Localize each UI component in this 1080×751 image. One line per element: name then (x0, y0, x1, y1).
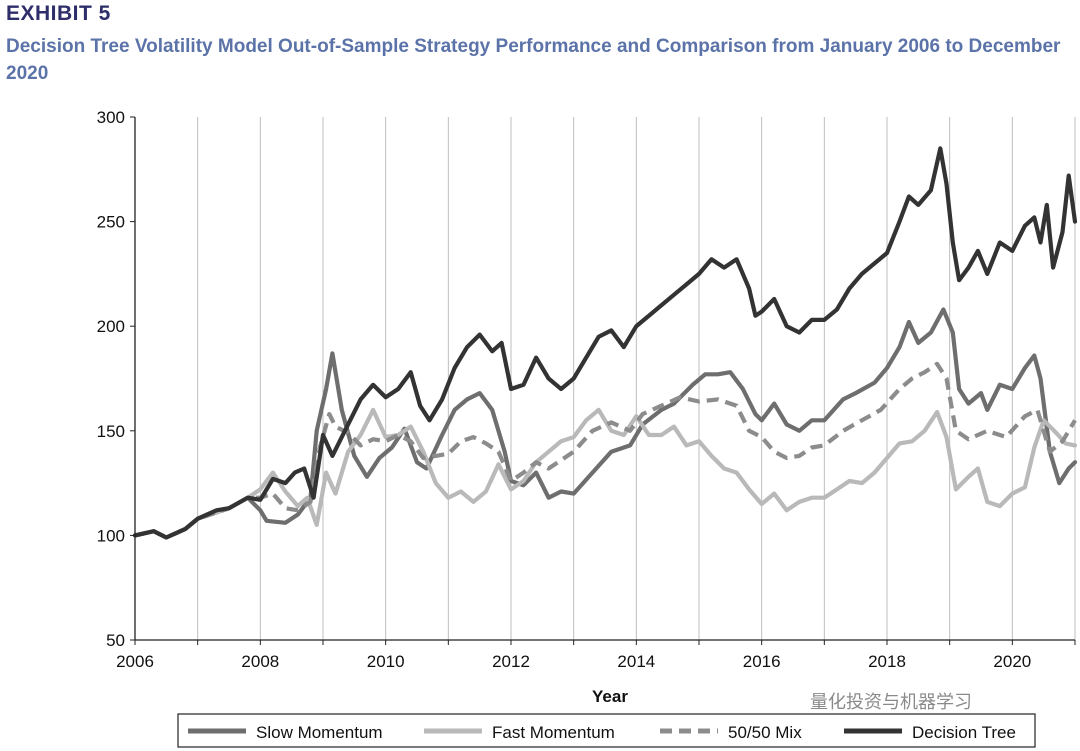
y-tick-label-50: 50 (106, 631, 125, 650)
y-tick-label-300: 300 (97, 108, 125, 127)
chart-title: Decision Tree Volatility Model Out-of-Sa… (6, 36, 1061, 84)
axes (130, 116, 1076, 645)
x-tick-label-2006: 2006 (116, 652, 154, 671)
legend-label-fast-momentum: Fast Momentum (492, 723, 615, 742)
y-tick-label-250: 250 (97, 213, 125, 232)
series-line-fast-momentum (132, 407, 1078, 540)
x-tick-label-2012: 2012 (492, 652, 530, 671)
legend-label-50-50-mix: 50/50 Mix (728, 723, 802, 742)
tick-labels: 50 100 150 200 250 300 2006 2008 2010 2012 2014 201… (97, 108, 1032, 671)
x-axis-label: Year (592, 687, 628, 706)
x-tick-label-2020: 2020 (993, 652, 1031, 671)
legend: Slow Momentum Fast Momentum 50/50 Mix Decis… (177, 713, 1036, 748)
x-tick-label-2008: 2008 (241, 652, 279, 671)
watermark-text: 量化投资与机器学习 (810, 692, 972, 713)
x-tick-label-2018: 2018 (868, 652, 906, 671)
y-tick-label-100: 100 (97, 526, 125, 545)
x-tick-label-2010: 2010 (367, 652, 405, 671)
y-tick-label-150: 150 (97, 422, 125, 441)
series-line-decision-tree (132, 146, 1078, 540)
y-tick-label-200: 200 (97, 317, 125, 336)
series-line-slow-momentum (132, 307, 1078, 540)
plot-lines (132, 146, 1078, 540)
x-tick-label-2014: 2014 (617, 652, 655, 671)
exhibit-label: EXHIBIT 5 (6, 2, 111, 25)
legend-label-slow-momentum: Slow Momentum (256, 723, 383, 742)
series-line-50-50-mix (134, 361, 1077, 540)
x-tick-label-2016: 2016 (743, 652, 781, 671)
legend-label-decision-tree: Decision Tree (912, 723, 1016, 742)
